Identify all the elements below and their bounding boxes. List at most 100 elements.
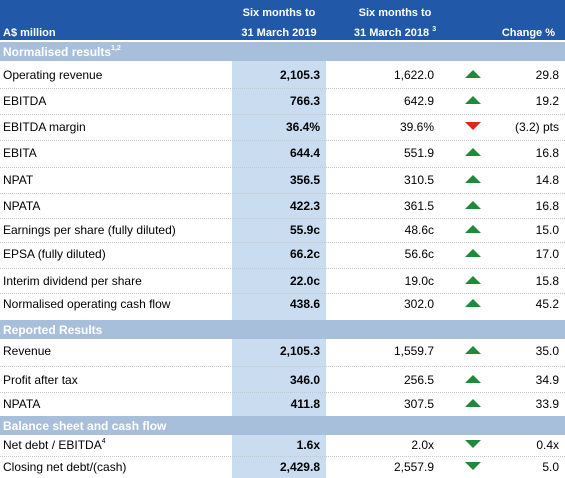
row-divider bbox=[0, 88, 565, 89]
row-label: Operating revenue bbox=[3, 68, 103, 82]
section-band bbox=[0, 320, 565, 339]
row-divider bbox=[0, 392, 565, 393]
trend-arrow bbox=[465, 122, 481, 130]
change-value: 45.2 bbox=[535, 297, 559, 311]
change-value: 14.8 bbox=[535, 173, 559, 187]
change-value: 5.0 bbox=[542, 460, 559, 474]
change-value: 29.8 bbox=[535, 68, 559, 82]
section-title: Normalised results1,2 bbox=[3, 45, 121, 59]
prior-value: 361.5 bbox=[403, 199, 434, 213]
trend-arrow bbox=[465, 462, 481, 470]
change-value: 15.8 bbox=[535, 274, 559, 288]
prior-value: 2.0x bbox=[411, 438, 434, 452]
header-change: Change % bbox=[501, 27, 555, 39]
current-value: 346.0 bbox=[289, 373, 320, 387]
trend-arrow bbox=[465, 440, 481, 448]
header-prior: 31 March 2018 3 bbox=[353, 26, 437, 39]
trend-arrow bbox=[465, 299, 481, 307]
row-label: Net debt / EBITDA4 bbox=[3, 438, 106, 452]
trend-arrow bbox=[465, 96, 481, 104]
footnote-marker: 1,2 bbox=[111, 45, 121, 52]
row-divider bbox=[0, 193, 565, 194]
current-value: 422.3 bbox=[289, 199, 320, 213]
change-value: 19.2 bbox=[535, 94, 559, 108]
change-value: 0.4x bbox=[536, 438, 559, 452]
row-divider bbox=[0, 242, 565, 243]
change-value: 17.0 bbox=[535, 247, 559, 261]
section-title: Reported Results bbox=[3, 323, 103, 337]
row-label: NPATA bbox=[3, 397, 41, 411]
change-value: 34.9 bbox=[535, 373, 559, 387]
row-label: EPSA (fully diluted) bbox=[3, 247, 106, 261]
row-label: Profit after tax bbox=[3, 373, 78, 387]
row-divider bbox=[0, 268, 565, 269]
row-divider bbox=[0, 293, 565, 294]
current-value: 438.6 bbox=[289, 297, 320, 311]
change-value: (3.2) pts bbox=[514, 120, 559, 134]
row-label: EBITDA bbox=[3, 94, 47, 108]
prior-value: 1,559.7 bbox=[393, 344, 434, 358]
current-value: 644.4 bbox=[289, 146, 320, 160]
header-label: A$ million bbox=[3, 27, 56, 39]
trend-arrow bbox=[465, 346, 481, 354]
current-value: 36.4% bbox=[285, 120, 320, 134]
trend-arrow bbox=[465, 70, 481, 78]
trend-arrow bbox=[465, 201, 481, 209]
prior-value: 2,557.9 bbox=[393, 460, 434, 474]
current-value: 2,105.3 bbox=[279, 68, 320, 82]
current-value: 66.2c bbox=[289, 247, 320, 261]
prior-value: 48.6c bbox=[404, 223, 434, 237]
row-divider bbox=[0, 167, 565, 168]
current-value: 411.8 bbox=[290, 397, 320, 411]
current-value: 2,429.8 bbox=[279, 460, 320, 474]
current-value: 1.6x bbox=[296, 438, 320, 452]
prior-value: 302.0 bbox=[403, 297, 434, 311]
trend-arrow bbox=[465, 225, 481, 233]
header-current: 31 March 2019 bbox=[241, 27, 317, 39]
prior-value: 307.5 bbox=[403, 397, 434, 411]
row-divider bbox=[0, 140, 565, 141]
row-label: Interim dividend per share bbox=[3, 274, 142, 288]
prior-value: 39.6% bbox=[399, 120, 434, 134]
row-label: NPAT bbox=[3, 173, 34, 187]
current-value: 22.0c bbox=[289, 274, 320, 288]
change-value: 15.0 bbox=[535, 223, 559, 237]
trend-arrow bbox=[465, 249, 481, 257]
current-value: 2,105.3 bbox=[279, 344, 320, 358]
section-title: Balance sheet and cash flow bbox=[3, 419, 167, 433]
current-column-bg bbox=[232, 339, 326, 416]
section-band bbox=[0, 42, 565, 61]
row-divider bbox=[0, 366, 565, 367]
row-label: Revenue bbox=[3, 344, 52, 358]
trend-arrow bbox=[465, 375, 481, 383]
change-value: 16.8 bbox=[535, 146, 559, 160]
current-column-bg bbox=[232, 61, 326, 320]
prior-value: 19.0c bbox=[404, 274, 434, 288]
current-value: 55.9c bbox=[289, 223, 320, 237]
current-value: 356.5 bbox=[289, 173, 320, 187]
prior-value: 1,622.0 bbox=[393, 68, 434, 82]
row-label: EBITA bbox=[3, 146, 37, 160]
row-label: Normalised operating cash flow bbox=[3, 297, 171, 311]
prior-value: 551.9 bbox=[403, 146, 434, 160]
row-divider bbox=[0, 114, 565, 115]
footnote-marker: 3 bbox=[432, 26, 437, 33]
row-label: Closing net debt/(cash) bbox=[3, 460, 127, 474]
trend-arrow bbox=[465, 276, 481, 284]
row-label: EBITDA margin bbox=[3, 120, 86, 134]
trend-arrow bbox=[465, 399, 481, 407]
change-value: 33.9 bbox=[535, 397, 559, 411]
footnote-marker: 4 bbox=[101, 438, 106, 445]
prior-value: 56.6c bbox=[404, 247, 434, 261]
prior-value: 310.5 bbox=[403, 173, 434, 187]
row-label: NPATA bbox=[3, 199, 41, 213]
header-current: Six months to bbox=[242, 7, 316, 19]
row-divider bbox=[0, 456, 565, 457]
trend-arrow bbox=[465, 175, 481, 183]
row-divider bbox=[0, 218, 565, 219]
row-label: Earnings per share (fully diluted) bbox=[3, 223, 176, 237]
prior-value: 256.5 bbox=[403, 373, 434, 387]
current-value: 766.3 bbox=[289, 94, 320, 108]
section-band bbox=[0, 416, 565, 435]
